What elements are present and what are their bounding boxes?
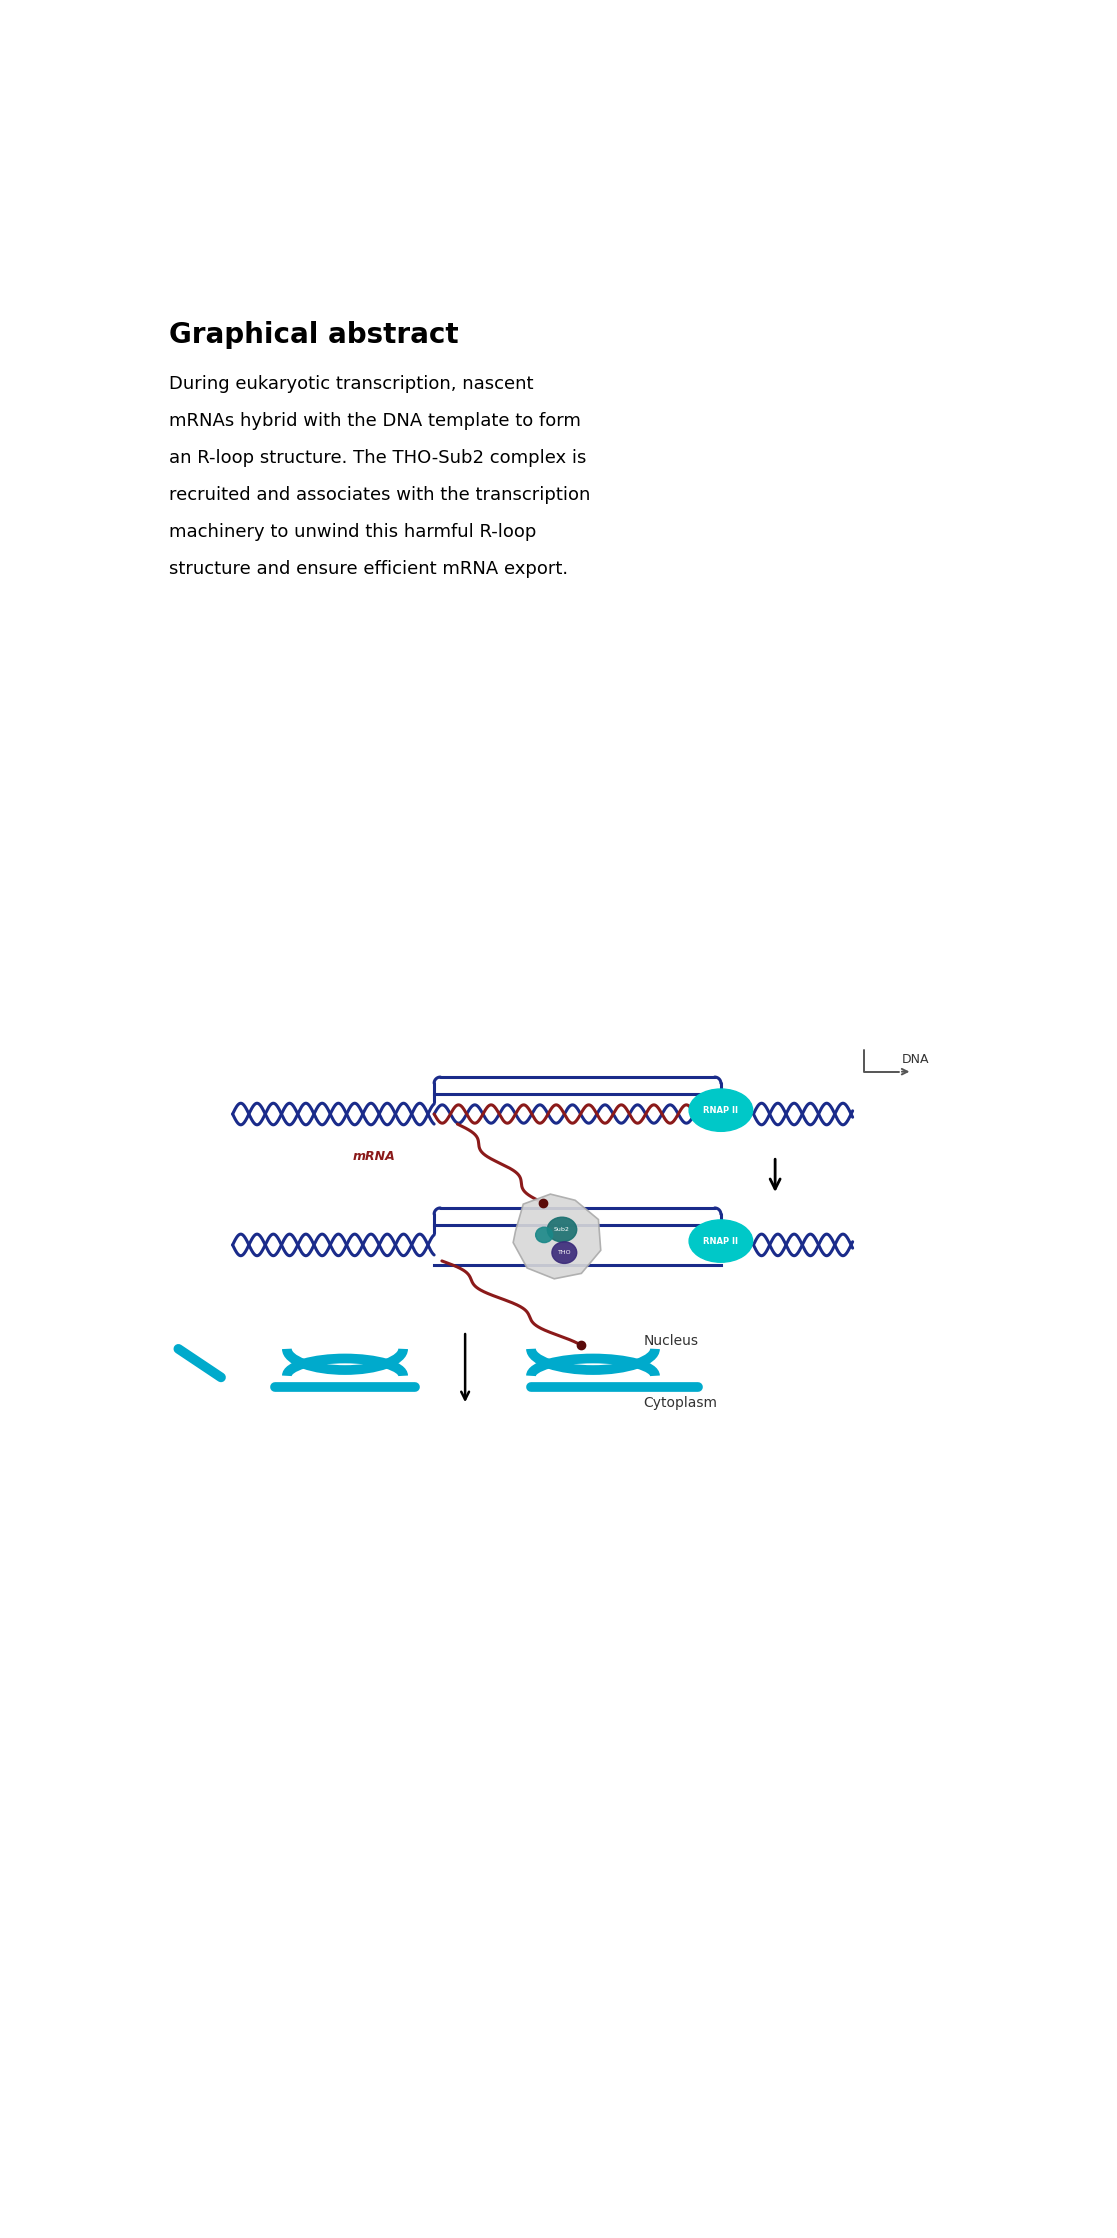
Ellipse shape bbox=[536, 1226, 553, 1242]
Text: Nucleus: Nucleus bbox=[643, 1334, 698, 1347]
Text: RNAP II: RNAP II bbox=[704, 1106, 738, 1115]
Text: mRNA: mRNA bbox=[353, 1150, 395, 1164]
Text: mRNAs hybrid with the DNA template to form: mRNAs hybrid with the DNA template to fo… bbox=[169, 412, 581, 430]
Text: Graphical abstract: Graphical abstract bbox=[169, 320, 459, 349]
Ellipse shape bbox=[547, 1217, 576, 1242]
Text: Cytoplasm: Cytoplasm bbox=[643, 1397, 717, 1410]
Text: THO: THO bbox=[557, 1251, 571, 1256]
Text: structure and ensure efficient mRNA export.: structure and ensure efficient mRNA expo… bbox=[169, 560, 569, 577]
Text: an R-loop structure. The THO-Sub2 complex is: an R-loop structure. The THO-Sub2 comple… bbox=[169, 450, 586, 468]
Polygon shape bbox=[513, 1195, 601, 1278]
Text: RNAP II: RNAP II bbox=[704, 1238, 738, 1247]
Ellipse shape bbox=[552, 1242, 576, 1264]
Text: During eukaryotic transcription, nascent: During eukaryotic transcription, nascent bbox=[169, 374, 534, 394]
Text: DNA: DNA bbox=[901, 1054, 929, 1065]
Ellipse shape bbox=[689, 1220, 753, 1262]
Text: machinery to unwind this harmful R-loop: machinery to unwind this harmful R-loop bbox=[169, 524, 536, 542]
Ellipse shape bbox=[689, 1090, 753, 1132]
Text: recruited and associates with the transcription: recruited and associates with the transc… bbox=[169, 486, 591, 504]
Text: Sub2: Sub2 bbox=[554, 1226, 570, 1233]
